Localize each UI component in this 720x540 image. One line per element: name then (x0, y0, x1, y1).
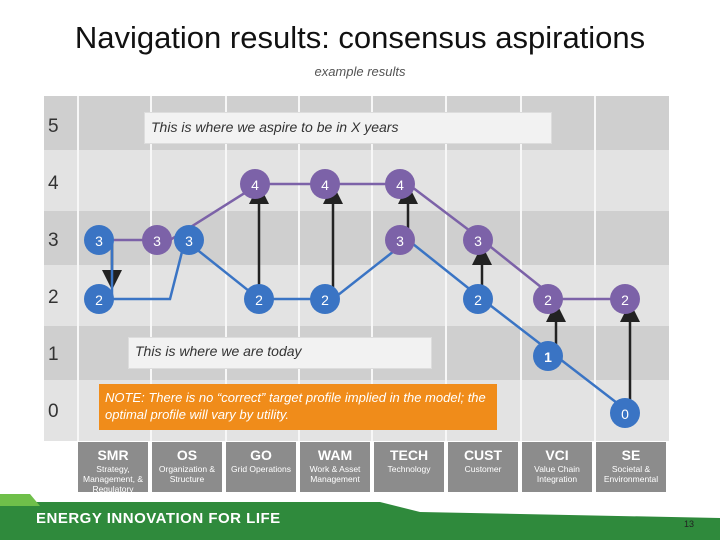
aspiration-node: 4 (385, 169, 415, 199)
current-profile-line (112, 237, 631, 414)
column-divider (520, 96, 522, 441)
aspiration-node-value: 4 (396, 177, 404, 193)
category-os: OS Organization & Structure (152, 442, 222, 492)
category-desc: Customer (464, 464, 502, 474)
footer-tagline: ENERGY INNOVATION FOR LIFE (36, 510, 281, 527)
aspiration-callout-text: This is where we aspire to be in X years (151, 119, 399, 135)
category-abbr: GO (250, 447, 272, 463)
row-label-0: 0 (48, 401, 59, 422)
current-node-value: 3 (95, 233, 103, 249)
current-callout-text: This is where we are today (135, 343, 302, 359)
category-abbr: SMR (97, 447, 129, 463)
aspiration-node-value: 4 (251, 177, 259, 193)
aspiration-node: 4 (310, 169, 340, 199)
column-divider (298, 96, 300, 441)
aspiration-node: 2 (533, 284, 563, 314)
page-title: Navigation results: consensus aspiration… (74, 20, 646, 55)
category-desc: Value Chain Integration (534, 464, 580, 484)
column-divider (225, 96, 227, 441)
column-divider (150, 96, 152, 441)
aspiration-node: 4 (240, 169, 270, 199)
category-tech: TECH Technology (374, 442, 444, 492)
aspiration-node-value: 3 (396, 233, 404, 249)
row-label-5: 5 (48, 116, 59, 137)
row-label-1: 1 (48, 344, 59, 365)
current-node: 1 (533, 341, 563, 371)
aspiration-node-value: 3 (153, 233, 161, 249)
category-desc: Technology (387, 464, 431, 474)
current-node: 2 (310, 284, 340, 314)
current-node-value: 0 (621, 406, 629, 422)
aspiration-node-value: 2 (621, 292, 629, 308)
category-cust: CUST Customer (448, 442, 518, 492)
current-node-value: 2 (95, 292, 103, 308)
category-abbr: WAM (317, 447, 353, 463)
aspiration-node: 2 (610, 284, 640, 314)
category-go: GO Grid Operations (226, 442, 296, 492)
aspiration-node-value: 2 (544, 292, 552, 308)
aspiration-node-value: 4 (321, 177, 329, 193)
current-node-value: 2 (474, 292, 482, 308)
aspiration-node-value: 3 (474, 233, 482, 249)
current-node-value: 2 (321, 292, 329, 308)
category-desc: Work & Asset Management (309, 464, 361, 484)
category-abbr: SE (621, 447, 641, 463)
aspiration-node: 3 (385, 225, 415, 255)
current-node-value: 2 (255, 292, 263, 308)
category-desc: Organization & Structure (158, 464, 216, 484)
category-desc: Strategy, Management, & Regulatory (82, 464, 143, 494)
footer-band (0, 494, 720, 540)
current-node-value: 1 (544, 349, 552, 365)
current-node-value: 3 (185, 233, 193, 249)
category-desc: Societal & Environmental (603, 464, 659, 484)
category-abbr: OS (176, 447, 198, 463)
column-divider (594, 96, 596, 441)
column-divider (77, 96, 79, 441)
category-abbr: CUST (463, 447, 503, 463)
current-node: 0 (610, 398, 640, 428)
aspiration-node: 3 (142, 225, 172, 255)
category-abbr: VCI (545, 447, 569, 463)
current-node: 3 (84, 225, 114, 255)
page-subtitle: example results (314, 64, 406, 79)
category-wam: WAM Work & Asset Management (300, 442, 370, 492)
row-label-2: 2 (48, 287, 59, 308)
row-label-3: 3 (48, 230, 59, 251)
current-node: 2 (463, 284, 493, 314)
category-desc: Grid Operations (231, 464, 291, 474)
note-box: NOTE: There is no “correct” target profi… (99, 384, 497, 430)
current-node: 2 (84, 284, 114, 314)
row-label-4: 4 (48, 173, 59, 194)
category-se: SE Societal & Environmental (596, 442, 666, 492)
current-node: 3 (174, 225, 204, 255)
category-abbr: TECH (389, 447, 429, 463)
aspiration-callout: This is where we aspire to be in X years (144, 112, 552, 144)
current-node: 2 (244, 284, 274, 314)
aspiration-node: 3 (463, 225, 493, 255)
category-smr: SMR Strategy, Management, & Regulatory (78, 442, 148, 494)
column-divider (445, 96, 447, 441)
page-number: 13 (684, 519, 695, 529)
category-vci: VCI Value Chain Integration (522, 442, 592, 492)
current-callout: This is where we are today (128, 337, 432, 369)
